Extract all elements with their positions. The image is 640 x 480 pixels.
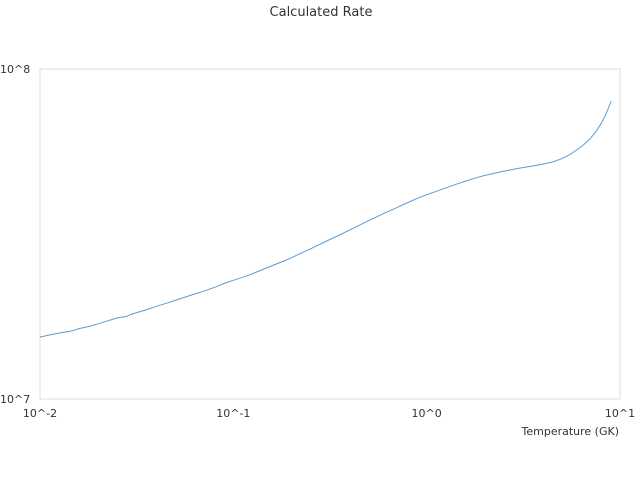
plot-area [39,68,621,400]
x-tick-label: 10^0 [412,407,442,420]
x-tick-label: 10^-1 [216,407,250,420]
x-axis: 10^-2 10^-1 10^0 10^1 [23,407,635,420]
x-tick-label: 10^1 [605,407,635,420]
y-tick-label: 10^8 [0,63,30,76]
y-tick-label: 10^7 [0,393,30,406]
x-tick-label: 10^-2 [23,407,57,420]
series-line [39,100,612,338]
x-axis-label: Temperature (GK) [521,425,620,438]
chart-title: Calculated Rate [270,5,373,20]
y-axis: 10^7 10^8 [0,63,30,406]
